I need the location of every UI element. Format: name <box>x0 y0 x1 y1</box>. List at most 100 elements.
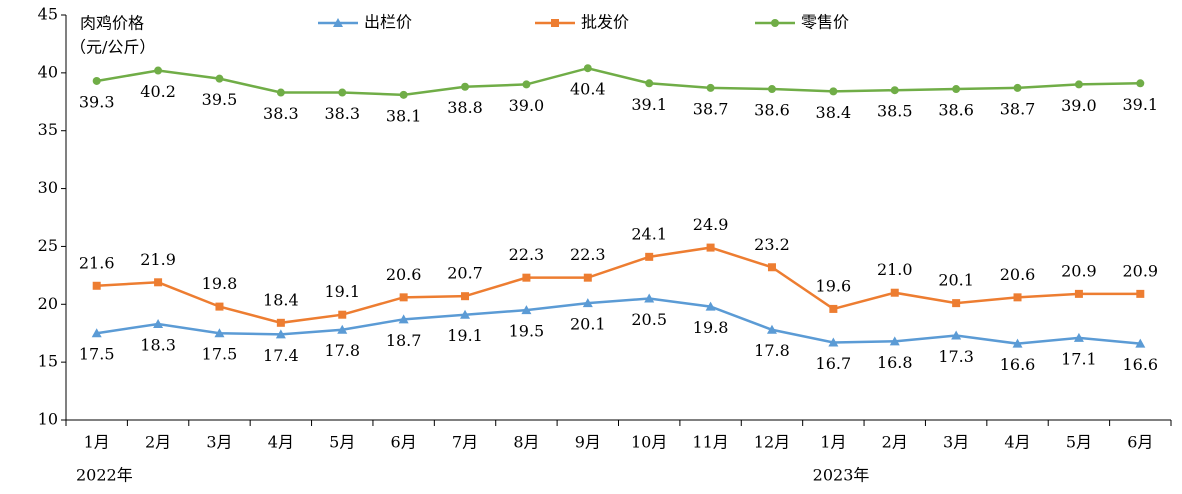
marker <box>338 310 347 319</box>
marker <box>333 18 343 27</box>
marker <box>215 302 224 311</box>
marker <box>828 337 839 347</box>
marker <box>460 309 471 319</box>
data-label: 38.6 <box>754 101 790 120</box>
series-line <box>96 297 1141 345</box>
data-label: 38.8 <box>447 98 483 117</box>
data-label: 19.8 <box>202 274 238 293</box>
data-label: 38.7 <box>1000 99 1036 118</box>
marker <box>522 273 531 282</box>
marker <box>153 318 164 328</box>
x-tick-label: 2月 <box>882 433 908 452</box>
marker <box>461 292 470 301</box>
marker <box>214 328 225 338</box>
series-line <box>96 246 1141 325</box>
data-label: 20.6 <box>1000 265 1036 284</box>
data-label: 17.5 <box>79 345 115 364</box>
data-label: 16.6 <box>1122 355 1158 374</box>
marker <box>1136 79 1145 88</box>
marker <box>582 298 593 308</box>
data-label: 21.9 <box>140 250 176 269</box>
y-tick-label: 45 <box>38 5 58 24</box>
marker <box>583 273 592 282</box>
data-label: 19.6 <box>816 276 852 295</box>
y-tick-label: 15 <box>38 352 58 371</box>
marker <box>583 64 592 73</box>
marker <box>154 278 163 287</box>
data-label: 39.1 <box>1122 95 1158 114</box>
marker <box>522 80 531 89</box>
data-label: 19.5 <box>509 322 545 341</box>
data-label: 40.2 <box>140 82 176 101</box>
data-label: 38.1 <box>386 106 422 125</box>
data-label: 39.0 <box>1061 96 1097 115</box>
y-tick-label: 20 <box>38 294 58 313</box>
data-label: 20.7 <box>447 264 483 283</box>
data-label: 22.3 <box>570 245 606 264</box>
data-label: 17.4 <box>263 346 299 365</box>
marker <box>399 90 408 99</box>
data-label: 22.3 <box>509 245 545 264</box>
marker <box>890 86 899 95</box>
x-tick-label: 11月 <box>692 433 728 452</box>
marker <box>91 328 102 338</box>
data-label: 21.6 <box>79 253 115 272</box>
x-tick-label: 4月 <box>268 433 294 452</box>
y-axis-label: （元/公斤） <box>70 38 155 57</box>
marker <box>771 19 779 27</box>
data-label: 20.9 <box>1122 261 1158 280</box>
y-tick-label: 10 <box>38 410 58 429</box>
marker <box>705 301 716 311</box>
marker <box>1074 80 1083 89</box>
data-label: 24.1 <box>631 224 667 243</box>
x-tick-label: 7月 <box>452 433 478 452</box>
marker <box>1013 293 1022 302</box>
data-label: 19.8 <box>693 318 729 337</box>
data-label: 16.7 <box>816 354 852 373</box>
data-label: 20.1 <box>570 315 606 334</box>
legend-label: 零售价 <box>801 13 849 32</box>
data-label: 40.4 <box>570 80 606 99</box>
data-label: 20.6 <box>386 265 422 284</box>
data-label: 23.2 <box>754 235 790 254</box>
legend-label: 出栏价 <box>364 13 412 32</box>
y-tick-label: 40 <box>38 62 58 81</box>
data-label: 38.5 <box>877 102 913 121</box>
data-label: 17.5 <box>202 345 238 364</box>
data-label: 17.1 <box>1061 349 1097 368</box>
marker <box>337 324 348 334</box>
data-label: 39.5 <box>202 90 238 109</box>
x-tick-label: 5月 <box>329 433 355 452</box>
marker <box>276 318 285 327</box>
data-label: 20.1 <box>938 271 974 290</box>
x-group-label: 2023年 <box>813 466 870 485</box>
data-label: 38.7 <box>693 99 729 118</box>
data-label: 38.3 <box>324 104 360 123</box>
x-tick-label: 9月 <box>575 433 601 452</box>
data-label: 39.3 <box>79 92 115 111</box>
marker <box>889 336 900 346</box>
marker <box>1136 289 1145 298</box>
data-label: 17.8 <box>324 341 360 360</box>
marker <box>276 88 285 97</box>
x-tick-label: 3月 <box>206 433 232 452</box>
data-label: 19.1 <box>324 282 360 301</box>
x-tick-label: 1月 <box>84 433 110 452</box>
marker <box>706 243 715 252</box>
legend-label: 批发价 <box>581 13 629 32</box>
marker <box>1012 338 1023 348</box>
series-line <box>96 66 1141 97</box>
marker <box>154 66 163 75</box>
data-label: 16.6 <box>1000 355 1036 374</box>
data-label: 20.5 <box>631 310 667 329</box>
x-tick-label: 3月 <box>943 433 969 452</box>
data-label: 17.3 <box>938 347 974 366</box>
marker <box>645 252 654 261</box>
marker <box>767 85 776 94</box>
marker <box>767 263 776 272</box>
marker <box>1135 338 1146 348</box>
marker <box>398 314 409 324</box>
marker <box>1074 289 1083 298</box>
marker <box>461 82 470 91</box>
marker <box>215 74 224 83</box>
